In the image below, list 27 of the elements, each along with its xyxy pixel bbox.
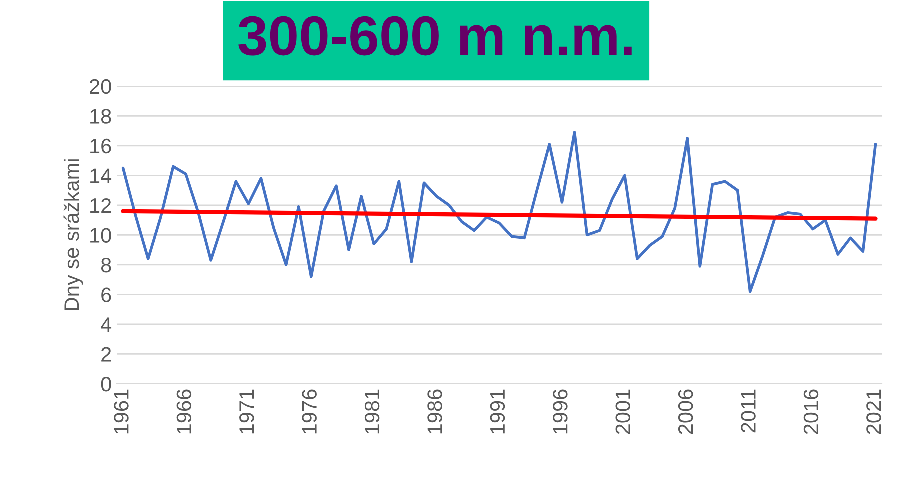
x-tick-label: 1981	[364, 390, 380, 434]
y-tick-label: 12	[90, 198, 112, 213]
y-tick-label: 6	[102, 288, 112, 302]
y-tick-label: 2	[102, 347, 112, 362]
x-tick-label: 1991	[490, 390, 506, 434]
y-tick-label: 20	[90, 79, 112, 94]
x-tick-label: 1961	[114, 390, 129, 434]
x-tick-label: 1966	[176, 390, 192, 434]
y-tick-label: 4	[101, 318, 112, 332]
x-tick-label: 1986	[428, 390, 442, 434]
chart-title: 300-600 m n.m.	[238, 16, 632, 56]
x-tick-label: 2021	[866, 390, 882, 434]
line-series	[122, 131, 878, 294]
x-tick-label: 1996	[553, 390, 568, 434]
x-tick-label: 2001	[616, 390, 630, 434]
y-tick-label: 18	[90, 109, 112, 124]
y-tick-label: 8	[101, 258, 112, 273]
x-tick-label: 2006	[678, 390, 694, 434]
y-tick-label: 14	[90, 168, 112, 184]
x-tick-label: 2011	[741, 390, 756, 433]
y-tick-label: 16	[90, 138, 112, 154]
y-tick-label: 0	[101, 377, 112, 392]
x-tick-label: 2016	[804, 390, 819, 434]
x-tick-label: 1976	[302, 390, 317, 434]
y-tick-label: 10	[90, 228, 112, 243]
x-tick-label: 1971	[240, 390, 254, 434]
y-axis-title: Dny se srážkami	[64, 160, 84, 310]
